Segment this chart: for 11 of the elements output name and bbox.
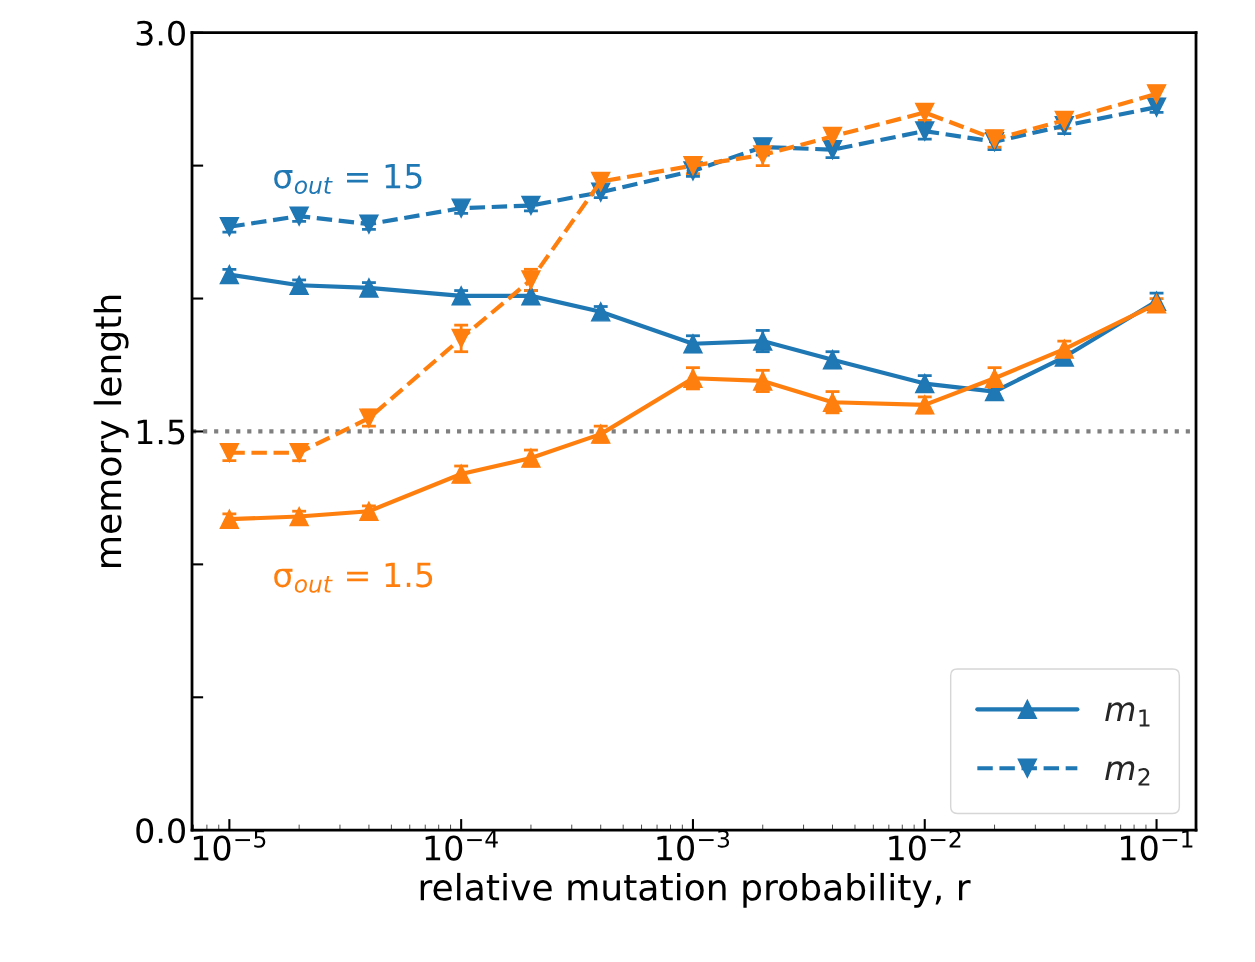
annotation: σ$_{out}$ = 1.5 xyxy=(274,562,433,593)
y-tick-label: 3.0 xyxy=(136,20,185,46)
legend-label: m$_{1}$ xyxy=(1105,702,1150,727)
legend-label: m$_{2}$ xyxy=(1105,761,1150,786)
x-tick-label: 10$^{−1}$ xyxy=(1121,830,1193,861)
x-axis-title: relative mutation probability, r xyxy=(420,872,971,908)
annotation: σ$_{out}$ = 15 xyxy=(274,163,422,194)
x-tick-label: 10$^{−4}$ xyxy=(425,830,498,861)
y-tick-label: 0.0 xyxy=(136,818,185,844)
y-tick-label: 1.5 xyxy=(137,419,185,445)
y-axis-title: memory length xyxy=(93,295,129,567)
